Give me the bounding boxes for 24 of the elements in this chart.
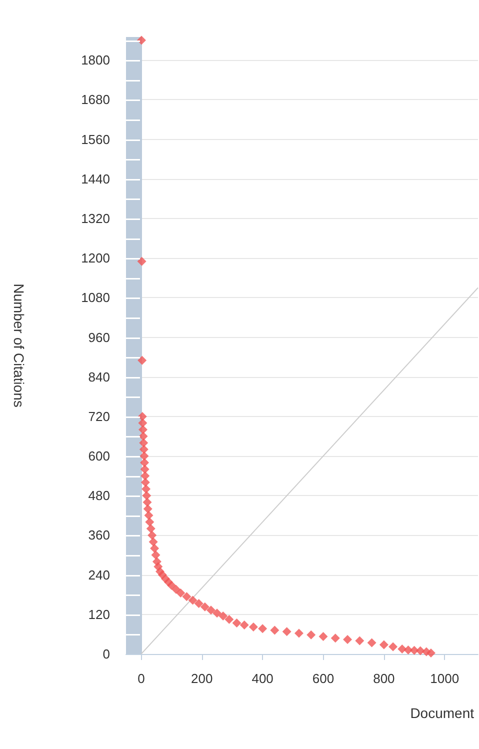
x-tick-label: 200 [191,671,213,686]
y-tick-label: 1680 [81,92,110,108]
x-tick-label: 0 [138,671,145,686]
y-tick-label: 1560 [81,132,110,147]
y-tick-label: 840 [88,369,110,384]
y-tick-label: 1440 [81,171,110,186]
y-tick-label: 960 [88,330,110,345]
x-tick-label: 1000 [430,671,460,686]
y-tick-label: 600 [88,448,110,464]
x-tick-label: 800 [373,671,395,686]
y-tick-label: 240 [88,567,110,582]
y-tick-label: 360 [88,528,110,543]
y-tick-label: 0 [102,646,110,662]
x-axis-title: Document [410,705,474,721]
y-tick-label: 1200 [81,250,110,266]
y-tick-label: 1080 [81,290,110,306]
y-tick-label: 120 [88,606,110,622]
y-tick-label: 480 [88,488,110,504]
y-tick-label: 1320 [81,210,110,226]
y-tick-label: 1800 [81,52,110,68]
x-tick-label: 400 [252,671,274,686]
x-tick-label: 600 [312,671,334,686]
y-axis-title: Number of Citations [11,284,27,408]
y-tick-label: 720 [88,408,110,424]
